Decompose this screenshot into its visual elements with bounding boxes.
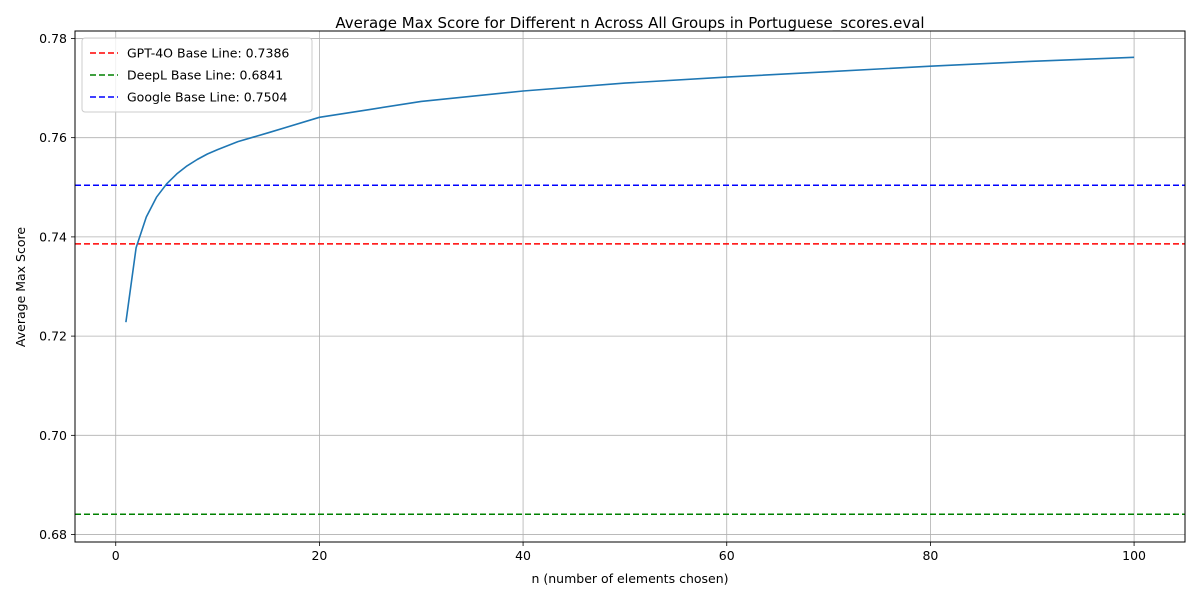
x-tick-label: 20 bbox=[311, 548, 327, 563]
y-tick-label: 0.70 bbox=[39, 428, 67, 443]
legend-label: GPT-4O Base Line: 0.7386 bbox=[127, 46, 289, 61]
legend-label: Google Base Line: 0.7504 bbox=[127, 90, 287, 105]
y-tick-label: 0.76 bbox=[39, 130, 67, 145]
y-axis-label: Average Max Score bbox=[13, 227, 28, 347]
axis-ticks: 0 20 40 60 80 100 0.68 0.70 0.72 0.74 0.76 0.78 bbox=[39, 31, 1146, 563]
baseline-lines bbox=[75, 184, 1185, 515]
x-tick-label: 60 bbox=[719, 548, 735, 563]
series-lines bbox=[125, 56, 1135, 323]
x-tick-label: 100 bbox=[1122, 548, 1146, 563]
plot-frame bbox=[74, 30, 1186, 543]
y-tick-label: 0.72 bbox=[39, 329, 67, 344]
y-tick-label: 0.78 bbox=[39, 31, 67, 46]
legend-box bbox=[81, 37, 313, 113]
x-tick-label: 40 bbox=[515, 548, 531, 563]
series-line bbox=[125, 56, 1135, 323]
x-tick-label: 80 bbox=[922, 548, 938, 563]
y-tick-label: 0.68 bbox=[39, 527, 67, 542]
x-axis-label: n (number of elements chosen) bbox=[531, 571, 728, 586]
x-tick-label: 0 bbox=[112, 548, 120, 563]
chart-title: Average Max Score for Different n Across… bbox=[335, 14, 924, 33]
legend: GPT-4O Base Line: 0.7386 DeepL Base Line:… bbox=[81, 37, 313, 113]
legend-label: DeepL Base Line: 0.6841 bbox=[127, 68, 283, 83]
y-tick-label: 0.74 bbox=[39, 229, 67, 244]
